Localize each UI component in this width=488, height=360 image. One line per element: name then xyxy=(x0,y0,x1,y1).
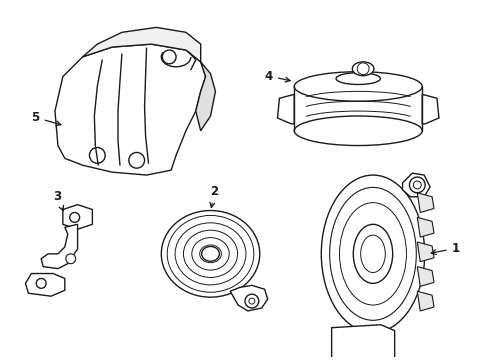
Circle shape xyxy=(66,254,76,264)
Polygon shape xyxy=(63,204,92,229)
Polygon shape xyxy=(55,44,205,175)
Ellipse shape xyxy=(335,73,380,85)
Circle shape xyxy=(248,298,254,304)
Polygon shape xyxy=(195,62,215,131)
Circle shape xyxy=(36,278,46,288)
Polygon shape xyxy=(416,193,433,212)
Ellipse shape xyxy=(351,62,373,76)
Text: 2: 2 xyxy=(209,185,218,207)
Ellipse shape xyxy=(360,235,385,273)
Text: 1: 1 xyxy=(430,242,459,255)
Polygon shape xyxy=(416,267,433,286)
Ellipse shape xyxy=(294,72,421,101)
Polygon shape xyxy=(331,325,394,360)
Polygon shape xyxy=(25,274,65,296)
Ellipse shape xyxy=(294,116,421,145)
Polygon shape xyxy=(416,291,433,311)
Polygon shape xyxy=(41,224,78,269)
Circle shape xyxy=(357,63,368,75)
Polygon shape xyxy=(416,242,433,262)
Ellipse shape xyxy=(321,175,424,333)
Polygon shape xyxy=(402,173,429,197)
Text: 3: 3 xyxy=(53,190,63,211)
Polygon shape xyxy=(230,285,267,311)
Circle shape xyxy=(244,294,258,308)
Circle shape xyxy=(408,177,424,193)
Polygon shape xyxy=(416,217,433,237)
Ellipse shape xyxy=(201,247,219,261)
Circle shape xyxy=(89,148,105,163)
Circle shape xyxy=(128,152,144,168)
Polygon shape xyxy=(82,27,200,62)
Circle shape xyxy=(70,212,80,222)
Circle shape xyxy=(162,50,176,64)
Text: 4: 4 xyxy=(264,69,289,82)
Ellipse shape xyxy=(161,211,259,297)
Text: 5: 5 xyxy=(31,111,61,126)
Ellipse shape xyxy=(352,224,392,283)
Circle shape xyxy=(412,181,420,189)
Polygon shape xyxy=(421,94,438,124)
Polygon shape xyxy=(277,94,294,124)
